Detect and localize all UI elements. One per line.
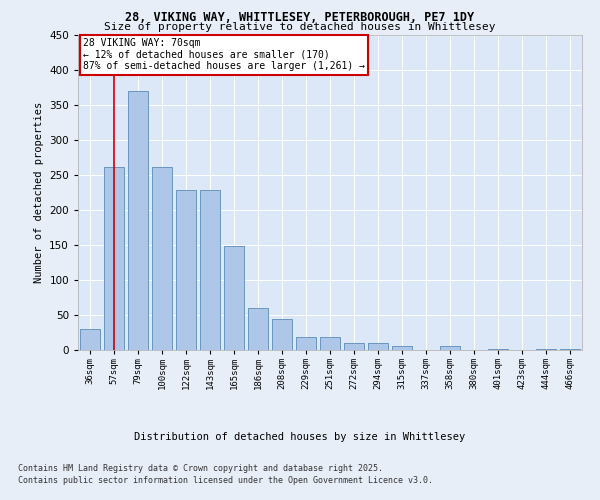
Text: Contains HM Land Registry data © Crown copyright and database right 2025.: Contains HM Land Registry data © Crown c…	[18, 464, 383, 473]
Bar	[152, 166, 172, 350]
Bar	[536, 348, 556, 350]
Bar	[200, 190, 220, 350]
Bar	[224, 246, 244, 350]
Bar	[128, 91, 148, 350]
Bar	[560, 348, 580, 350]
Text: 28, VIKING WAY, WHITTLESEY, PETERBOROUGH, PE7 1DY: 28, VIKING WAY, WHITTLESEY, PETERBOROUGH…	[125, 11, 475, 24]
Text: Distribution of detached houses by size in Whittlesey: Distribution of detached houses by size …	[134, 432, 466, 442]
Bar	[344, 343, 364, 350]
Bar	[176, 190, 196, 350]
Bar	[80, 329, 100, 350]
Bar	[104, 166, 124, 350]
Text: 28 VIKING WAY: 70sqm
← 12% of detached houses are smaller (170)
87% of semi-deta: 28 VIKING WAY: 70sqm ← 12% of detached h…	[83, 38, 365, 72]
Text: Size of property relative to detached houses in Whittlesey: Size of property relative to detached ho…	[104, 22, 496, 32]
Bar	[440, 346, 460, 350]
Bar	[488, 348, 508, 350]
Bar	[368, 343, 388, 350]
Text: Contains public sector information licensed under the Open Government Licence v3: Contains public sector information licen…	[18, 476, 433, 485]
Bar	[320, 338, 340, 350]
Bar	[296, 338, 316, 350]
Y-axis label: Number of detached properties: Number of detached properties	[34, 102, 44, 283]
Bar	[392, 346, 412, 350]
Bar	[248, 308, 268, 350]
Bar	[272, 318, 292, 350]
